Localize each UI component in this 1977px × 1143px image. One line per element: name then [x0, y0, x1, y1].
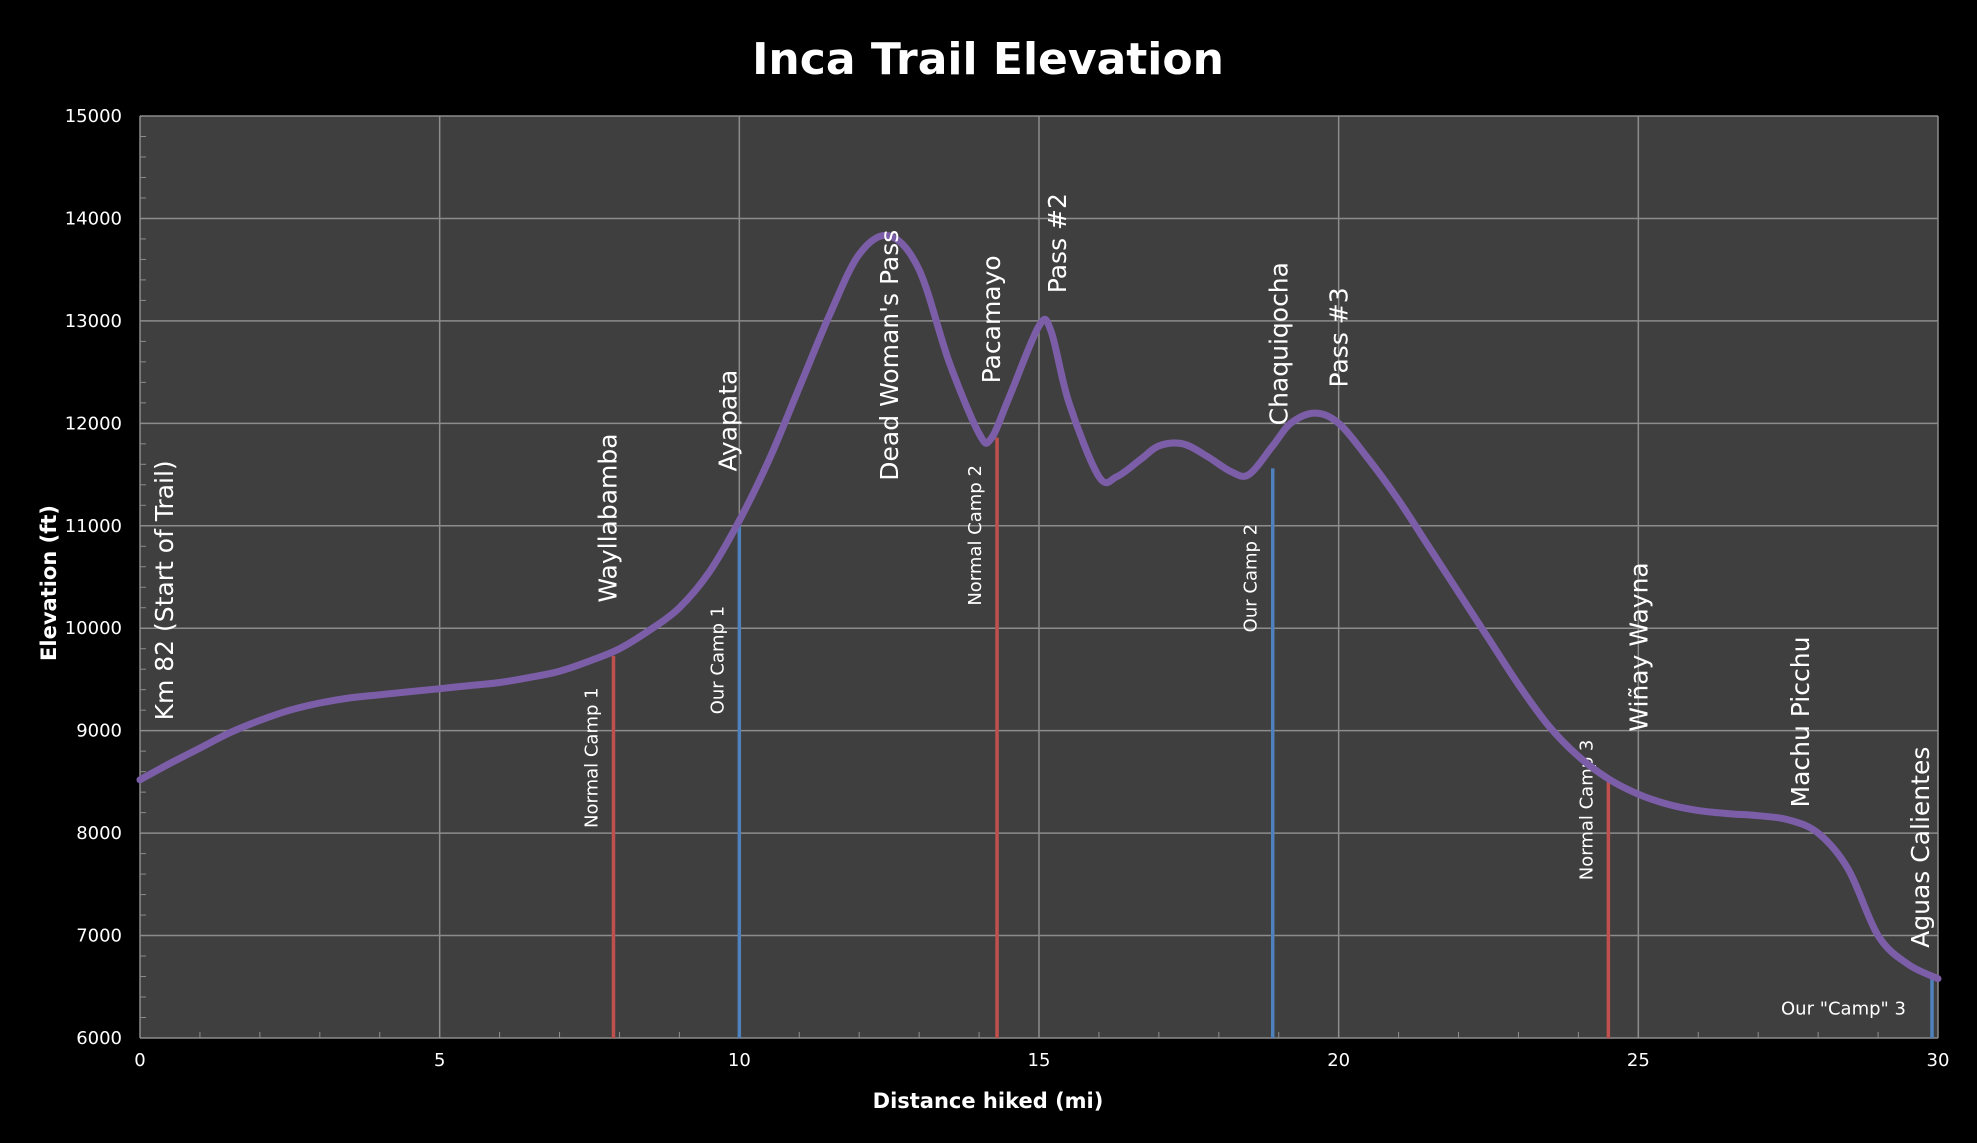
camp-markers: Normal Camp 1 Our Camp 1 Normal Camp 2 Our …: [581, 437, 1934, 1038]
x-tick-labels: 0 5 10 15 20 25 30: [134, 1050, 1949, 1071]
landmark-label: Wiñay Wayna: [1624, 562, 1653, 731]
minor-ticks: [139, 115, 1939, 1039]
camp-label: Our Camp 1: [707, 606, 728, 714]
y-tick-label: 10000: [65, 618, 122, 639]
camp-label: Our "Camp" 3: [1781, 998, 1906, 1019]
y-axis-title: Elevation (ft): [37, 505, 61, 661]
y-tick-label: 13000: [65, 311, 122, 332]
x-tick-label: 25: [1627, 1050, 1650, 1071]
landmark-label: Pass #2: [1043, 193, 1072, 293]
elevation-profile-line: [136, 231, 1942, 983]
landmark-label: Chaquiqocha: [1265, 262, 1294, 425]
landmark-label: Dead Woman's Pass: [875, 230, 904, 481]
landmark-label: Aguas Calientes: [1906, 747, 1935, 948]
x-tick-label: 0: [134, 1050, 145, 1071]
y-tick-label: 12000: [65, 413, 122, 434]
landmark-labels: Km 82 (Start of Trail) Wayllabamba Ayapata…: [150, 193, 1935, 948]
landmark-label: Machu Picchu: [1786, 637, 1815, 808]
y-tick-label: 15000: [65, 106, 122, 127]
x-tick-label: 30: [1927, 1050, 1950, 1071]
landmark-label: Ayapata: [713, 370, 742, 472]
y-tick-labels: 6000 7000 8000 9000 10000 11000 12000 13000 1400…: [65, 106, 122, 1049]
y-tick-label: 8000: [76, 823, 122, 844]
camp-label: Normal Camp 1: [581, 687, 602, 828]
y-tick-label: 6000: [76, 1028, 122, 1049]
y-tick-label: 7000: [76, 926, 122, 947]
camp-label: Normal Camp 2: [965, 465, 986, 606]
landmark-label: Km 82 (Start of Trail): [150, 460, 179, 720]
y-tick-label: 14000: [65, 208, 122, 229]
chart-title: Inca Trail Elevation: [752, 34, 1224, 85]
x-tick-label: 15: [1028, 1050, 1051, 1071]
x-tick-label: 10: [728, 1050, 751, 1071]
landmark-label: Pacamayo: [977, 255, 1006, 383]
camp-label: Our Camp 2: [1241, 524, 1262, 632]
landmark-label: Pass #3: [1325, 287, 1354, 387]
y-tick-label: 9000: [76, 721, 122, 742]
x-tick-label: 5: [434, 1050, 445, 1071]
y-tick-label: 11000: [65, 516, 122, 537]
x-tick-label: 20: [1327, 1050, 1350, 1071]
camp-label: Normal Camp 3: [1576, 740, 1597, 881]
landmark-label: Wayllabamba: [593, 433, 622, 602]
x-axis-title: Distance hiked (mi): [873, 1089, 1104, 1113]
